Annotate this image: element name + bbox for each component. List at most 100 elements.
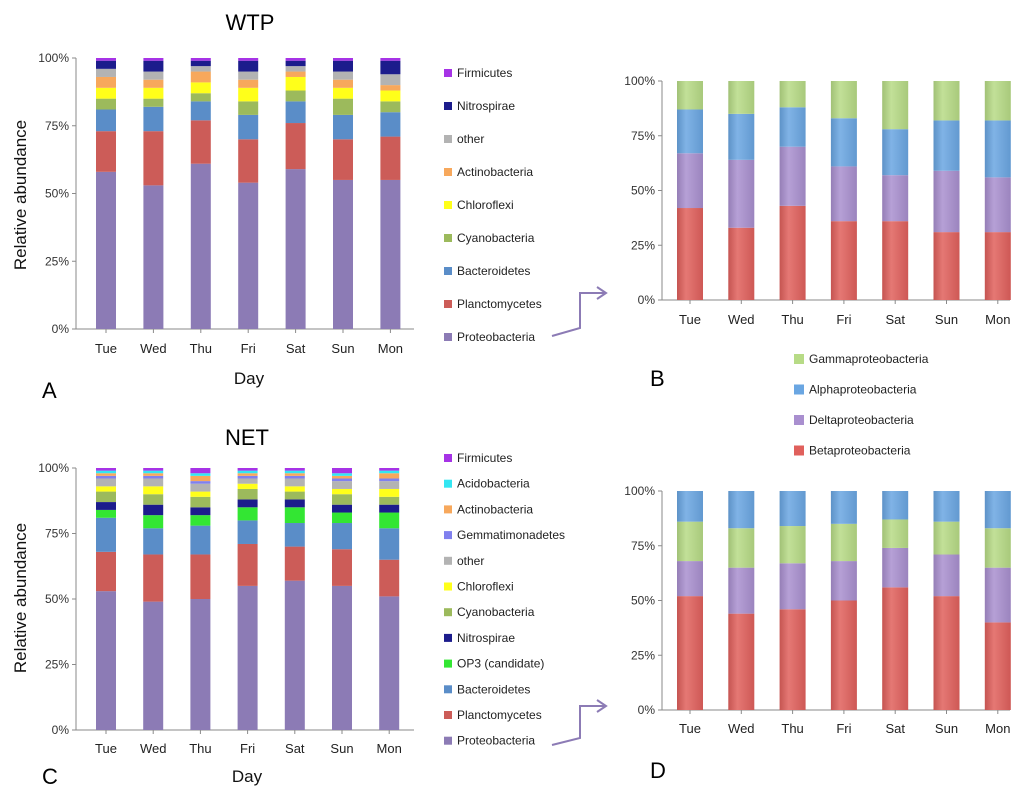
panel-c-bar-tue-bacteroidetes — [96, 517, 116, 552]
panel-c-bar-sun-cyanobacteria — [332, 494, 352, 505]
panel-a-bar-sat-chloroflexi — [285, 76, 306, 91]
panel-a-legend: Firmicutes Nitrospirae other Actinobacteria… — [444, 66, 542, 344]
panel-c-bar-sat-proteobacteria — [284, 580, 305, 730]
panel-c-bar-tue-gemmatimonadetes — [96, 475, 116, 479]
panel-d-y-tick-label: 75% — [631, 539, 655, 553]
legend-swatch-proteobacteria — [444, 333, 452, 341]
panel-d-x-tick-label-wed: Wed — [728, 721, 755, 736]
panel-d-bar-fri-deltaproteobacteria — [830, 561, 857, 601]
panel-c-bar-sun-planctomycetes — [332, 549, 352, 586]
panel-d-bar-fri-gammaproteobacteria — [830, 523, 857, 562]
panel-a-bar-sun-actinobacteria — [333, 79, 353, 88]
panel-b-y-tick-label: 100% — [624, 74, 655, 88]
panel-a-bar-wed-nitrospirae — [143, 60, 164, 72]
panel-c-bar-thu-chloroflexi — [190, 491, 211, 497]
panel-a-bar-tue-chloroflexi — [96, 87, 116, 99]
panel-d-bar-mon-deltaproteobacteria — [984, 567, 1011, 623]
legend-swatch-actinobacteria — [444, 505, 452, 514]
panel-c-bar-sun-chloroflexi — [332, 488, 352, 495]
panel-d-chart: 0% 25% 50% 75% 100% Tue Wed Thu Fri Sat Sun Mon — [624, 484, 1011, 736]
legend-label-bacteroidetes: Bacteroidetes — [457, 264, 530, 278]
panel-c-bar-thu-other — [190, 483, 211, 492]
panel-d-x-tick-label-sat: Sat — [885, 721, 905, 736]
panel-c-bar-thu-op3-candidate- — [190, 515, 211, 526]
panel-c-bar-sat-op3-candidate- — [284, 507, 305, 524]
panel-a-bar-tue-firmicutes — [96, 58, 116, 61]
panel-a-bar-wed-firmicutes — [143, 58, 164, 61]
panel-b-bar-mon-deltaproteobacteria — [984, 177, 1011, 233]
panel-c-bar-mon-other — [379, 481, 400, 489]
panel-c-bar-tue-chloroflexi — [96, 486, 116, 492]
panel-c-bar-mon-planctomycetes — [379, 559, 400, 597]
panel-c-bar-sun-bacteroidetes — [332, 523, 352, 550]
panel-c-bar-fri-firmicutes — [237, 468, 258, 471]
panel-b-bar-wed-gammaproteobacteria — [728, 81, 755, 114]
panel-b-bar-sat-gammaproteobacteria — [882, 81, 909, 130]
legend-swatch-deltaproteobacteria — [794, 415, 804, 425]
panel-d-bar-mon-betaproteobacteria — [984, 622, 1011, 710]
panel-d-bar-sun-alphaproteobacteria — [933, 491, 960, 522]
panel-b-bar-sat-alphaproteobacteria — [882, 129, 909, 176]
panel-a-bar-wed-other — [143, 71, 164, 80]
legend-swatch-firmicutes — [444, 69, 452, 77]
legend-swatch-nitrospirae — [444, 633, 452, 642]
panel-c-bar-fri-acidobacteria — [237, 470, 258, 474]
panel-b-letter: B — [650, 366, 665, 391]
panel-b-bar-sun-deltaproteobacteria — [933, 170, 960, 233]
legend-label-op3-candidate-: OP3 (candidate) — [457, 657, 544, 671]
legend-label-cyanobacteria: Cyanobacteria — [457, 231, 535, 245]
panel-c-bar-mon-gemmatimonadetes — [379, 478, 400, 482]
panel-b-bar-sun-alphaproteobacteria — [933, 120, 960, 171]
panel-a-bar-tue-nitrospirae — [96, 60, 116, 69]
panel-b-bar-fri-alphaproteobacteria — [830, 118, 857, 167]
panel-c-bar-wed-proteobacteria — [143, 601, 164, 730]
legend-swatch-planctomycetes — [444, 711, 452, 719]
legend-swatch-gemmatimonadetes — [444, 531, 452, 540]
legend-swatch-gammaproteobacteria — [794, 354, 804, 364]
legend-label-other: other — [457, 554, 484, 568]
panel-a-bar-sun-other — [333, 71, 353, 80]
legend-swatch-op3-candidate- — [444, 659, 452, 668]
panel-c-bar-thu-planctomycetes — [190, 554, 211, 599]
panel-a-bar-fri-cyanobacteria — [238, 101, 259, 115]
panel-c-bar-fri-proteobacteria — [237, 585, 258, 730]
legend-label-firmicutes: Firmicutes — [457, 451, 512, 465]
panel-a-bar-tue-bacteroidetes — [96, 109, 116, 132]
legend-swatch-alphaproteobacteria — [794, 384, 804, 395]
panel-a-bar-thu-chloroflexi — [190, 82, 211, 94]
legend-swatch-acidobacteria — [444, 479, 452, 488]
panel-c-callout-arrow — [551, 705, 604, 746]
panel-c-bar-thu-acidobacteria — [190, 473, 211, 476]
legend-swatch-other — [444, 556, 452, 565]
legend-label-chloroflexi: Chloroflexi — [457, 198, 514, 212]
legend-label-nitrospirae: Nitrospirae — [457, 631, 515, 645]
panel-a-bar-sat-other — [285, 66, 306, 72]
panel-c-bar-thu-actinobacteria — [190, 475, 211, 482]
panel-c-bar-mon-chloroflexi — [379, 488, 400, 497]
panel-c-bar-mon-bacteroidetes — [379, 528, 400, 560]
legend-label-gammaproteobacteria: Gammaproteobacteria — [809, 352, 929, 366]
panel-c-y-axis-label: Relative abundance — [11, 523, 30, 673]
panel-c-y-tick-label: 0% — [52, 723, 70, 737]
panel-a-letter: A — [42, 378, 57, 403]
panel-a-bar-sun-proteobacteria — [333, 179, 353, 329]
panel-a-y-tick-label: 25% — [45, 254, 69, 268]
legend-swatch-chloroflexi — [444, 582, 452, 591]
panel-c-bar-wed-nitrospirae — [143, 504, 164, 516]
legend-swatch-planctomycetes — [444, 300, 452, 308]
panel-d-bar-sun-gammaproteobacteria — [933, 521, 960, 555]
panel-c-bar-tue-firmicutes — [96, 468, 116, 471]
panel-b-bar-mon-alphaproteobacteria — [984, 120, 1011, 178]
panel-b-bar-sun-betaproteobacteria — [933, 232, 960, 300]
panel-d-bar-thu-alphaproteobacteria — [779, 491, 806, 527]
panel-c-x-axis-label: Day — [232, 767, 263, 786]
panel-b-bar-sat-deltaproteobacteria — [882, 175, 909, 222]
panel-c-bar-mon-actinobacteria — [379, 473, 400, 479]
panel-c-bar-sat-gemmatimonadetes — [284, 475, 305, 479]
panel-b-bar-thu-betaproteobacteria — [779, 205, 806, 300]
panel-c-bar-tue-other — [96, 478, 116, 487]
panel-c-bar-tue-cyanobacteria — [96, 491, 116, 503]
panel-c-bar-mon-firmicutes — [379, 468, 400, 471]
panel-c-bar-mon-op3-candidate- — [379, 512, 400, 529]
panel-c-bar-sat-actinobacteria — [284, 473, 305, 476]
